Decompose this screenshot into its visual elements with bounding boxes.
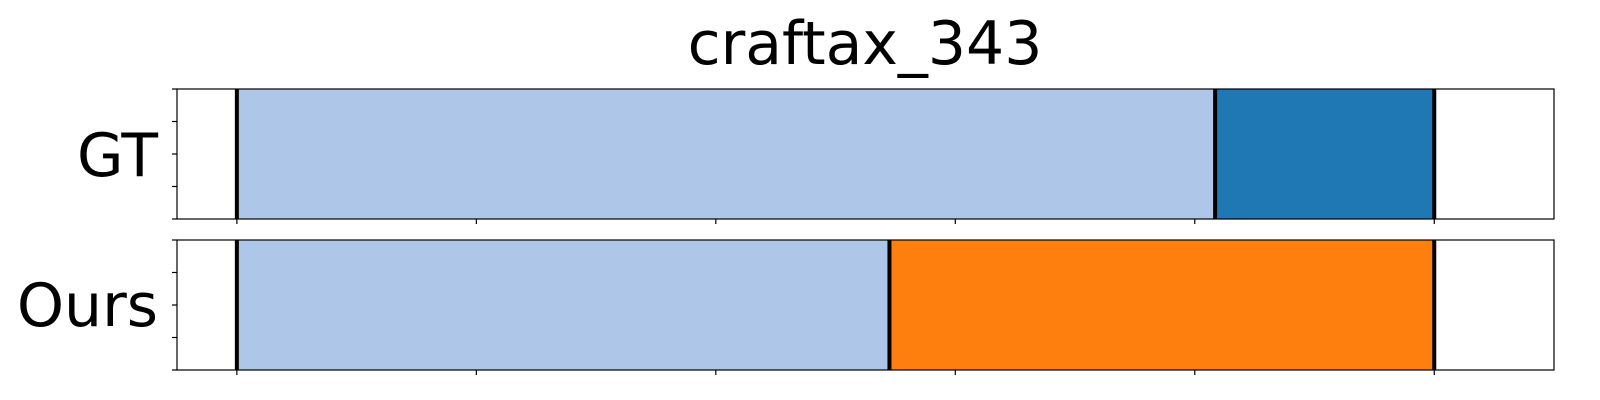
chart-title: craftax_343: [688, 9, 1043, 79]
segment-ours-0: [236, 240, 890, 370]
segment-ours-1: [889, 240, 1435, 370]
row-label-gt: GT: [77, 121, 158, 191]
row-label-ours: Ours: [17, 271, 158, 341]
segment-gt-1: [1215, 89, 1435, 219]
plot-layer: [172, 88, 1555, 375]
segment-gt-0: [236, 89, 1216, 219]
